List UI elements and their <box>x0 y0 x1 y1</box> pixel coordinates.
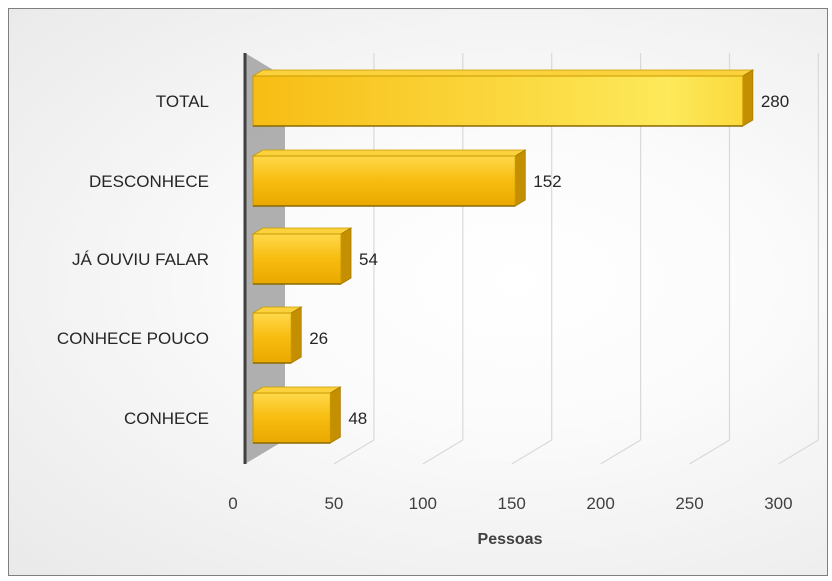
bar-front-face <box>252 155 516 207</box>
floor-gridline <box>778 439 819 465</box>
bar-3 <box>251 306 303 364</box>
bar-side-face <box>514 149 526 207</box>
bar-front-face <box>252 392 331 444</box>
floor-gridline <box>689 439 730 465</box>
x-tick-label: 50 <box>324 494 343 513</box>
bar-1 <box>251 149 527 207</box>
category-label: DESCONHECE <box>89 172 209 191</box>
labels: TOTAL 280 DESCONHECE 152 JÁ OUVIU FALAR 54 CON… <box>57 92 793 513</box>
bar-2 <box>251 227 353 285</box>
x-tick-label: 150 <box>498 494 526 513</box>
data-label: 54 <box>359 250 378 269</box>
category-label: JÁ OUVIU FALAR <box>72 250 209 269</box>
bar-side-face <box>290 306 302 364</box>
bar-chart: TOTAL 280 DESCONHECE 152 JÁ OUVIU FALAR 54 CON… <box>57 53 820 548</box>
bar-4 <box>251 386 342 444</box>
bar-top-face <box>251 227 353 235</box>
data-label: 152 <box>533 172 561 191</box>
bar-side-face <box>340 227 352 285</box>
bar-front-face <box>252 312 292 364</box>
data-label: 26 <box>309 329 328 348</box>
category-label: CONHECE <box>124 409 209 428</box>
x-tick-label: 300 <box>764 494 792 513</box>
bars <box>251 69 755 444</box>
bar-top-face <box>251 149 527 157</box>
bar-front-face <box>252 75 744 127</box>
chart-frame: TOTAL 280 DESCONHECE 152 JÁ OUVIU FALAR 54 CON… <box>8 8 828 576</box>
x-tick-label: 250 <box>675 494 703 513</box>
floor-gridline <box>511 439 553 465</box>
bar-side-face <box>742 69 754 127</box>
bar-top-face <box>251 69 755 77</box>
x-tick-label: 100 <box>409 494 437 513</box>
bar-0 <box>251 69 755 127</box>
data-label: 48 <box>348 409 367 428</box>
bar-top-face <box>251 386 342 394</box>
floor-gridline <box>422 439 464 465</box>
x-tick-label: 200 <box>586 494 614 513</box>
floor-gridline <box>600 439 641 465</box>
category-label: TOTAL <box>156 92 209 111</box>
bar-side-face <box>329 386 341 444</box>
bar-front-face <box>252 233 342 285</box>
x-axis-title: Pessoas <box>478 531 543 548</box>
data-label: 280 <box>761 92 789 111</box>
category-label: CONHECE POUCO <box>57 329 209 348</box>
floor-gridline <box>333 439 375 465</box>
x-tick-label: 0 <box>228 494 237 513</box>
